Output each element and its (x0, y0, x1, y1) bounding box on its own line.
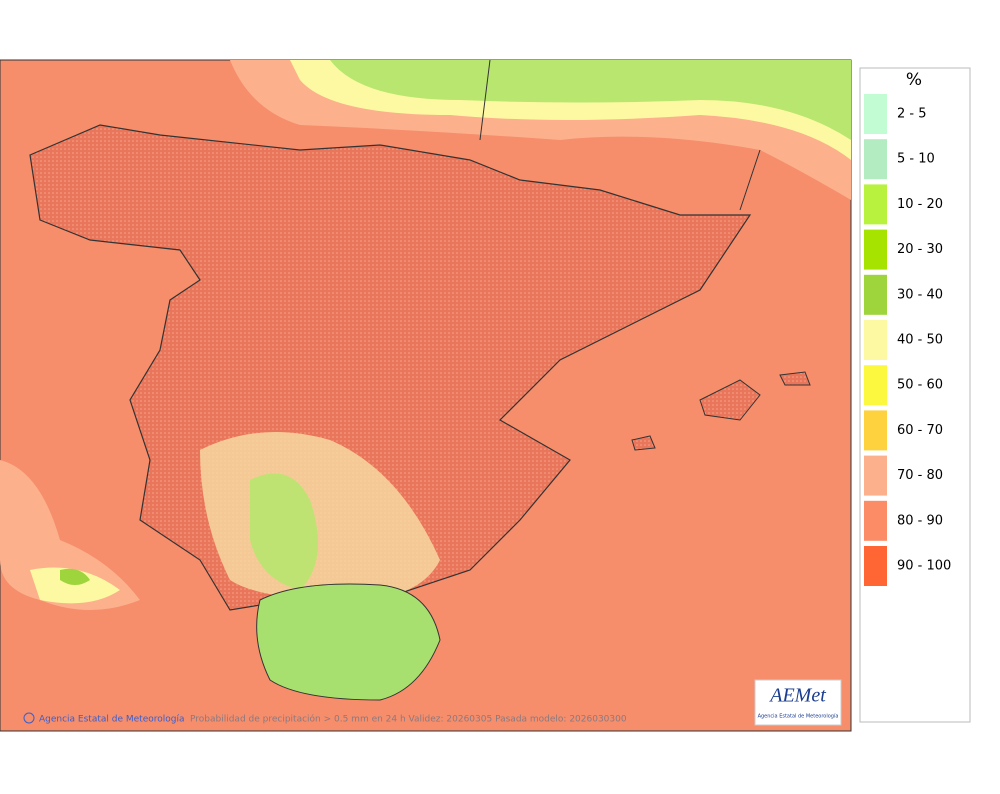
legend-swatch (864, 184, 887, 225)
legend-label: 10 - 20 (897, 197, 943, 212)
prob-band (250, 473, 318, 590)
legend-label: 80 - 90 (897, 513, 943, 528)
island (631, 435, 656, 451)
border (479, 59, 761, 211)
legend-swatch (864, 410, 887, 451)
legend-label: 60 - 70 (897, 423, 943, 438)
logo-name: AEMet (768, 685, 826, 707)
logo-box (754, 679, 842, 726)
legend-swatch (864, 229, 887, 270)
legend-swatch (864, 546, 887, 586)
legend-label: 90 - 100 (897, 559, 951, 574)
legend-label: 70 - 80 (897, 468, 943, 483)
credit: Agencia Estatal de Meteorología (39, 715, 185, 725)
map: AEMet Agencia Estatal de Meteorología Ag… (0, 59, 852, 732)
legend-label: 40 - 50 (897, 333, 943, 348)
legend-swatch (864, 274, 887, 315)
legend-title: % (906, 70, 922, 90)
logo: AEMet Agencia Estatal de Meteorología (754, 679, 842, 726)
legend-label: 30 - 40 (897, 287, 943, 302)
legend-swatch (864, 139, 887, 180)
legend-swatch (864, 94, 887, 134)
prob-band (30, 567, 120, 604)
legend-label: 2 - 5 (897, 107, 927, 122)
island (779, 371, 811, 386)
legend-swatch (864, 320, 887, 360)
prob-band (60, 568, 90, 585)
legend-label: 20 - 30 (897, 242, 943, 257)
legend-swatch (864, 365, 887, 406)
legend-swatch (864, 455, 887, 496)
africa-land (256, 583, 441, 701)
logo-subtitle: Agencia Estatal de Meteorología (758, 713, 839, 720)
legend-swatch (864, 500, 887, 541)
copyright-icon (23, 712, 35, 724)
legend-label: 5 - 10 (897, 152, 935, 167)
legend-label: 50 - 60 (897, 378, 943, 393)
island (699, 379, 761, 421)
caption: Probabilidad de precipitación > 0.5 mm e… (190, 714, 627, 725)
legend: % 2 - 5 5 - 10 10 - 20 20 - 30 30 - 40 40 - 5… (859, 67, 971, 723)
prob-band (330, 60, 851, 140)
